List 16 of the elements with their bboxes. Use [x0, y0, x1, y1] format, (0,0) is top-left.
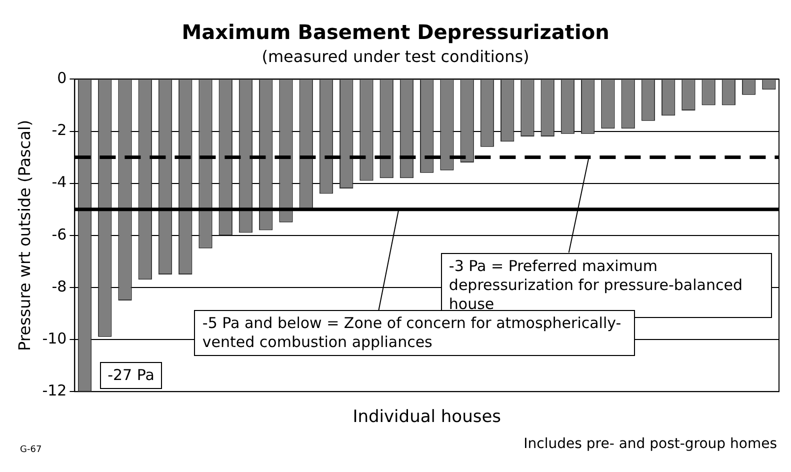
y-tick-label: -12: [42, 381, 67, 400]
text: Includes pre- and post-group homes: [524, 436, 777, 452]
y-tick-label: -2: [52, 121, 67, 140]
ref-line-label: -5 Pa and below = Zone of concern for atmospherically-vented combustion appliances: [202, 314, 622, 352]
y-tick-label: -6: [52, 225, 67, 244]
annotation: -27 Pa: [100, 362, 162, 389]
x-axis-title: Individual houses: [352, 407, 502, 428]
y-tick-label: -4: [52, 173, 67, 192]
y-axis-title: Pressure wrt outside (Pascal): [14, 120, 34, 351]
y-tick-label: 0: [57, 69, 67, 88]
y-tick-label: -8: [52, 277, 67, 296]
ref-line-label: -3 Pa = Preferred maximum depressurization for pressure-balanced house: [448, 256, 742, 313]
text: G-67: [20, 445, 42, 455]
chart-title: Maximum Basement Depressurization: [182, 20, 610, 44]
y-tick-label: -10: [42, 329, 67, 348]
chart-subtitle: (measured under test conditions): [262, 46, 530, 66]
